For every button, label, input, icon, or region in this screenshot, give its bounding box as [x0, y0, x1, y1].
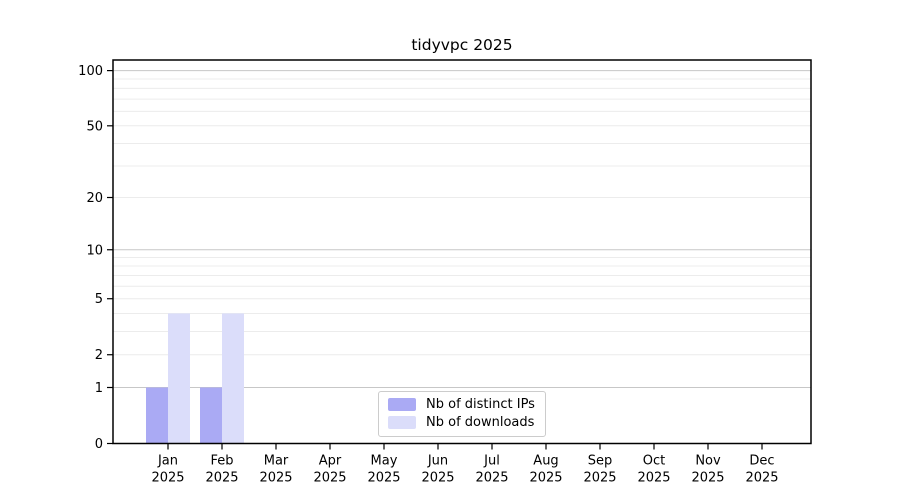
x-tick-label-year: 2025: [313, 471, 346, 486]
x-tick-label-month: Oct: [643, 454, 665, 469]
x-tick-label-month: May: [371, 454, 398, 469]
bar-downloads-0: [168, 313, 190, 444]
plot-border: [112, 59, 812, 445]
y-tick-label: 1: [95, 381, 103, 396]
x-tick-label-year: 2025: [475, 471, 508, 486]
legend-swatch-downloads: [388, 416, 416, 429]
x-tick-label-year: 2025: [421, 471, 454, 486]
gridlines: [113, 70, 811, 388]
x-tick-label-month: Apr: [319, 454, 342, 469]
y-axis: 0 1 2 5 10 20 50 100: [78, 64, 113, 452]
bar-distinct-ips-1: [200, 387, 222, 444]
y-tick-label: 100: [78, 64, 103, 79]
bar-distinct-ips-0: [146, 387, 168, 444]
x-tick-label-month: Jan: [157, 454, 178, 469]
chart-title: tidyvpc 2025: [411, 36, 513, 54]
x-tick-label-year: 2025: [745, 471, 778, 486]
legend-label-distinct-ips: Nb of distinct IPs: [426, 397, 535, 412]
x-tick-label-month: Mar: [264, 454, 289, 469]
legend-item-distinct-ips: Nb of distinct IPs: [388, 398, 535, 411]
x-axis: Jan 2025 Feb 2025 Mar 2025 Apr 2025 May 2025 Jun 20…: [151, 443, 779, 486]
legend-label-downloads: Nb of downloads: [426, 415, 535, 430]
legend: Nb of distinct IPs Nb of downloads: [378, 391, 546, 437]
x-tick-label-month: Dec: [749, 454, 774, 469]
y-tick-label: 0: [95, 437, 103, 452]
y-tick-label: 2: [95, 348, 103, 363]
y-tick-label: 50: [86, 119, 103, 134]
x-tick-label-month: Nov: [695, 454, 721, 469]
x-tick-label-year: 2025: [529, 471, 562, 486]
legend-swatch-distinct-ips: [388, 398, 416, 411]
x-tick-label-month: Jun: [427, 454, 448, 469]
x-tick-label-year: 2025: [205, 471, 238, 486]
bar-downloads-1: [222, 313, 244, 444]
y-tick-label: 5: [95, 292, 103, 307]
x-tick-label-year: 2025: [151, 471, 184, 486]
x-tick-label-year: 2025: [637, 471, 670, 486]
x-tick-label-year: 2025: [691, 471, 724, 486]
x-tick-label-month: Jul: [483, 454, 500, 469]
x-tick-label-month: Sep: [588, 454, 613, 469]
x-tick-label-year: 2025: [367, 471, 400, 486]
y-tick-label: 10: [86, 243, 103, 258]
x-tick-label-year: 2025: [259, 471, 292, 486]
x-tick-label-year: 2025: [583, 471, 616, 486]
x-tick-label-month: Feb: [210, 454, 233, 469]
y-tick-label: 20: [86, 191, 103, 206]
legend-item-downloads: Nb of downloads: [388, 416, 535, 429]
bars: [146, 313, 244, 444]
x-tick-label-month: Aug: [533, 454, 558, 469]
